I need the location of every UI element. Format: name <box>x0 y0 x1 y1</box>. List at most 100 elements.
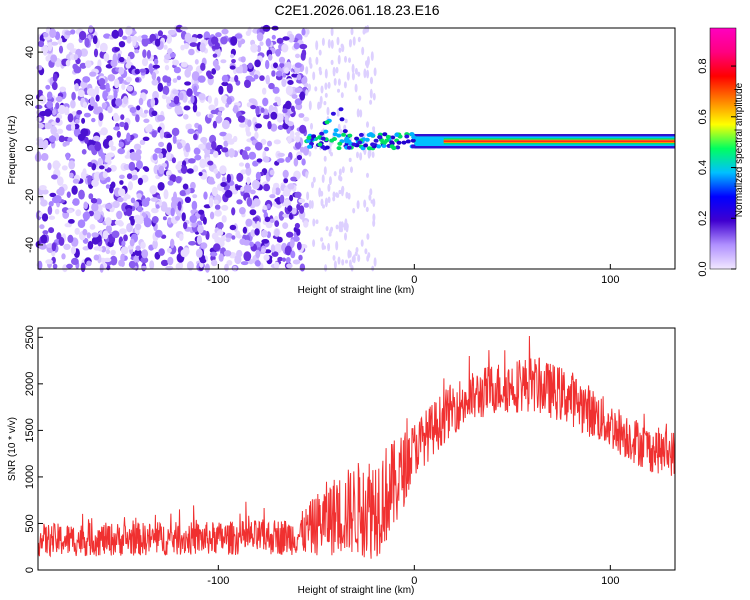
spectrogram-noise-cell <box>338 168 342 176</box>
spectrogram-noise-cell <box>287 33 295 43</box>
spectrogram-noise-cell <box>184 81 192 86</box>
spectrogram-noise-cell <box>366 172 369 178</box>
spectrogram-noise-cell <box>191 200 198 211</box>
spectrogram-noise-cell <box>337 88 340 93</box>
spectrogram-noise-cell <box>327 183 331 192</box>
spectrogram-noise-cell <box>110 181 116 189</box>
spectrogram-noise-cell <box>56 128 64 134</box>
spectrogram-noise-cell <box>324 92 328 98</box>
spectrogram-noise-cell <box>150 197 159 202</box>
spectrogram-noise-cell <box>254 260 261 267</box>
spectrogram-noise-cell <box>336 36 340 46</box>
spectrogram-noise-cell <box>129 151 138 161</box>
spectrogram-noise-cell <box>161 234 167 239</box>
spectrogram-noise-cell <box>135 223 142 231</box>
spectrogram-signal-cell <box>324 120 330 125</box>
spectrogram-noise-cell <box>140 112 148 118</box>
spectrogram-noise-cell <box>120 114 125 120</box>
spectrogram-noise-cell <box>354 67 358 75</box>
spectrogram-noise-cell <box>133 201 140 208</box>
spectrogram-noise-cell <box>282 169 289 179</box>
spectrogram-signal-cell <box>410 138 416 143</box>
spectrogram-noise-cell <box>196 33 203 39</box>
spectrogram-noise-cell <box>200 242 208 250</box>
spectrogram-noise-cell <box>35 104 43 110</box>
spectrogram-noise-cell <box>71 185 78 195</box>
spectrogram-noise-cell <box>36 65 43 71</box>
spectrogram-noise-cell <box>37 123 45 129</box>
spectrogram-noise-cell <box>165 151 172 161</box>
spectrogram-noise-cell <box>235 230 241 238</box>
spectrogram-noise-cell <box>93 210 101 221</box>
spectrogram-noise-cell <box>310 200 314 209</box>
spectrogram-noise-cell <box>198 209 205 215</box>
spectrogram-noise-cell <box>287 80 294 85</box>
spectrogram-noise-cell <box>54 195 62 203</box>
spectrogram-noise-cell <box>332 191 336 199</box>
spectrogram-noise-cell <box>50 125 58 135</box>
spectrogram-noise-cell <box>39 95 47 104</box>
spectrogram-noise-cell <box>57 176 64 186</box>
spectrogram-noise-cell <box>254 228 260 236</box>
spectrogram-noise-cell <box>91 232 99 238</box>
spectrogram-noise-cell <box>306 29 310 35</box>
spectrogram-noise-cell <box>67 137 73 143</box>
spectrogram-signal-cell <box>354 136 360 141</box>
spectrogram-noise-cell <box>193 147 201 155</box>
spectrogram-noise-cell <box>151 216 159 224</box>
spectrogram-noise-cell <box>294 98 303 106</box>
spectrogram-noise-cell <box>81 117 86 124</box>
spectrogram-noise-cell <box>78 30 87 41</box>
spectrogram-signal-cell <box>309 141 314 146</box>
colorbar-gradient <box>709 27 737 270</box>
spectrogram-noise-cell <box>58 236 65 246</box>
spectrogram-noise-cell <box>218 253 224 262</box>
spectrogram-noise-cell <box>299 263 306 272</box>
spectrogram-noise-cell <box>41 213 49 222</box>
spectrogram-noise-cell <box>215 32 222 38</box>
spectrogram-noise-cell <box>320 237 324 242</box>
spectrogram-noise-cell <box>152 64 160 69</box>
spectrogram-noise-cell <box>191 71 200 81</box>
spectrogram-noise-cell <box>350 28 354 36</box>
spectrogram-noise-cell <box>123 234 128 242</box>
spectrogram-noise-cell <box>73 54 79 60</box>
spectrogram-noise-cell <box>52 108 57 116</box>
spectrogram-noise-cell <box>97 157 103 166</box>
spectrogram-y-tick-label: -20 <box>24 189 36 205</box>
spectrogram-noise-cell <box>93 108 102 115</box>
spectrogram-noise-cell <box>214 204 221 210</box>
spectrogram-noise-cell <box>286 231 294 238</box>
spectrogram-noise-cell <box>183 221 188 230</box>
spectrogram-noise-cell <box>216 222 224 229</box>
spectrogram-noise-cell <box>363 68 367 79</box>
spectrogram-noise-cell <box>303 220 309 228</box>
spectrogram-noise-cell <box>221 28 229 35</box>
spectrogram-noise-cell <box>170 207 175 217</box>
spectrogram-carrier-band <box>443 140 675 142</box>
spectrogram-noise-cell <box>296 241 302 251</box>
spectrogram-noise-cell <box>373 257 377 267</box>
spectrogram-signal-cell <box>401 140 407 145</box>
spectrogram-noise-cell <box>211 68 217 75</box>
spectrogram-noise-cell <box>133 255 141 263</box>
spectrogram-signal-cell <box>311 134 317 139</box>
spectrogram-noise-cell <box>275 48 281 57</box>
spectrogram-noise-cell <box>59 86 67 93</box>
spectrogram-noise-cell <box>226 260 233 266</box>
spectrogram-noise-cell <box>299 91 306 101</box>
spectrogram-noise-cell <box>270 111 278 120</box>
spectrogram-noise-cell <box>324 68 328 79</box>
spectrogram-noise-cell <box>146 49 151 59</box>
spectrogram-noise-cell <box>271 251 279 257</box>
colorbar-tick-label: 0.4 <box>697 160 709 175</box>
spectrogram-noise-cell <box>118 28 124 38</box>
spectrogram-noise-cell <box>323 101 327 106</box>
spectrogram-noise-cell <box>150 98 156 107</box>
spectrogram-noise-cell <box>294 141 302 150</box>
spectrogram-noise-cell <box>340 43 344 48</box>
spectrogram-noise-cell <box>152 90 159 101</box>
spectrogram-noise-cell <box>239 123 247 128</box>
spectrogram-noise-cell <box>277 125 284 130</box>
spectrogram-noise-cell <box>327 39 331 49</box>
